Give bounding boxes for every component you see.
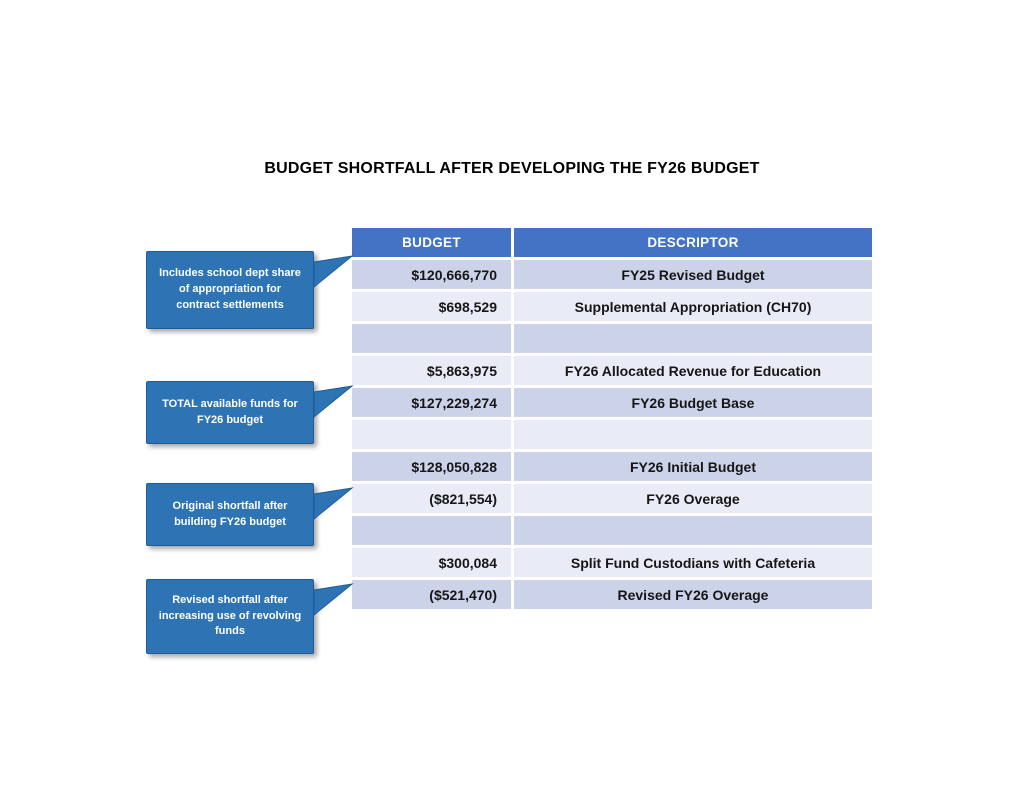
budget-cell: $698,529 xyxy=(352,292,511,321)
descriptor-cell: FY25 Revised Budget xyxy=(514,260,872,289)
budget-cell: ($821,554) xyxy=(352,484,511,513)
callout-tail-icon xyxy=(313,583,354,617)
descriptor-cell: FY26 Allocated Revenue for Education xyxy=(514,356,872,385)
budget-column-header: BUDGET xyxy=(352,228,511,257)
descriptor-cell: FY26 Budget Base xyxy=(514,388,872,417)
descriptor-cell: Revised FY26 Overage xyxy=(514,580,872,609)
descriptor-cell xyxy=(514,420,872,449)
budget-cell xyxy=(352,420,511,449)
table-row-spacer xyxy=(352,324,872,353)
callout-text: Original shortfall after building FY26 b… xyxy=(172,499,288,528)
table-row: $300,084 Split Fund Custodians with Cafe… xyxy=(352,548,872,577)
budget-table: BUDGET DESCRIPTOR $120,666,770 FY25 Revi… xyxy=(349,225,875,612)
page-title: BUDGET SHORTFALL AFTER DEVELOPING THE FY… xyxy=(264,160,760,177)
budget-cell: $300,084 xyxy=(352,548,511,577)
table-row-spacer xyxy=(352,420,872,449)
budget-cell: ($521,470) xyxy=(352,580,511,609)
table-row-spacer xyxy=(352,516,872,545)
table-row: ($821,554) FY26 Overage xyxy=(352,484,872,513)
callout-contract-settlements: Includes school dept share of appropriat… xyxy=(146,251,354,329)
callout-tail-icon xyxy=(313,487,354,521)
descriptor-cell: FY26 Initial Budget xyxy=(514,452,872,481)
table-row: ($521,470) Revised FY26 Overage xyxy=(352,580,872,609)
callout-text: TOTAL available funds for FY26 budget xyxy=(162,397,298,426)
descriptor-cell: Split Fund Custodians with Cafeteria xyxy=(514,548,872,577)
budget-cell: $5,863,975 xyxy=(352,356,511,385)
callout-tail-icon xyxy=(313,255,354,289)
budget-cell xyxy=(352,324,511,353)
budget-cell: $128,050,828 xyxy=(352,452,511,481)
descriptor-column-header: DESCRIPTOR xyxy=(514,228,872,257)
table-row: $5,863,975 FY26 Allocated Revenue for Ed… xyxy=(352,356,872,385)
descriptor-cell: Supplemental Appropriation (CH70) xyxy=(514,292,872,321)
callout-total-available-funds: TOTAL available funds for FY26 budget xyxy=(146,381,354,444)
callout-text: Includes school dept share of appropriat… xyxy=(159,267,301,311)
budget-cell: $127,229,274 xyxy=(352,388,511,417)
descriptor-cell: FY26 Overage xyxy=(514,484,872,513)
callout-text: Revised shortfall after increasing use o… xyxy=(158,593,302,638)
descriptor-cell xyxy=(514,516,872,545)
table-header-row: BUDGET DESCRIPTOR xyxy=(352,228,872,257)
descriptor-cell xyxy=(514,324,872,353)
budget-cell xyxy=(352,516,511,545)
table-row: $128,050,828 FY26 Initial Budget xyxy=(352,452,872,481)
budget-cell: $120,666,770 xyxy=(352,260,511,289)
table-row: $120,666,770 FY25 Revised Budget xyxy=(352,260,872,289)
table-row: $698,529 Supplemental Appropriation (CH7… xyxy=(352,292,872,321)
callout-original-shortfall: Original shortfall after building FY26 b… xyxy=(146,483,354,546)
callout-revised-shortfall: Revised shortfall after increasing use o… xyxy=(146,579,354,654)
table-row: $127,229,274 FY26 Budget Base xyxy=(352,388,872,417)
callout-tail-icon xyxy=(313,385,354,419)
